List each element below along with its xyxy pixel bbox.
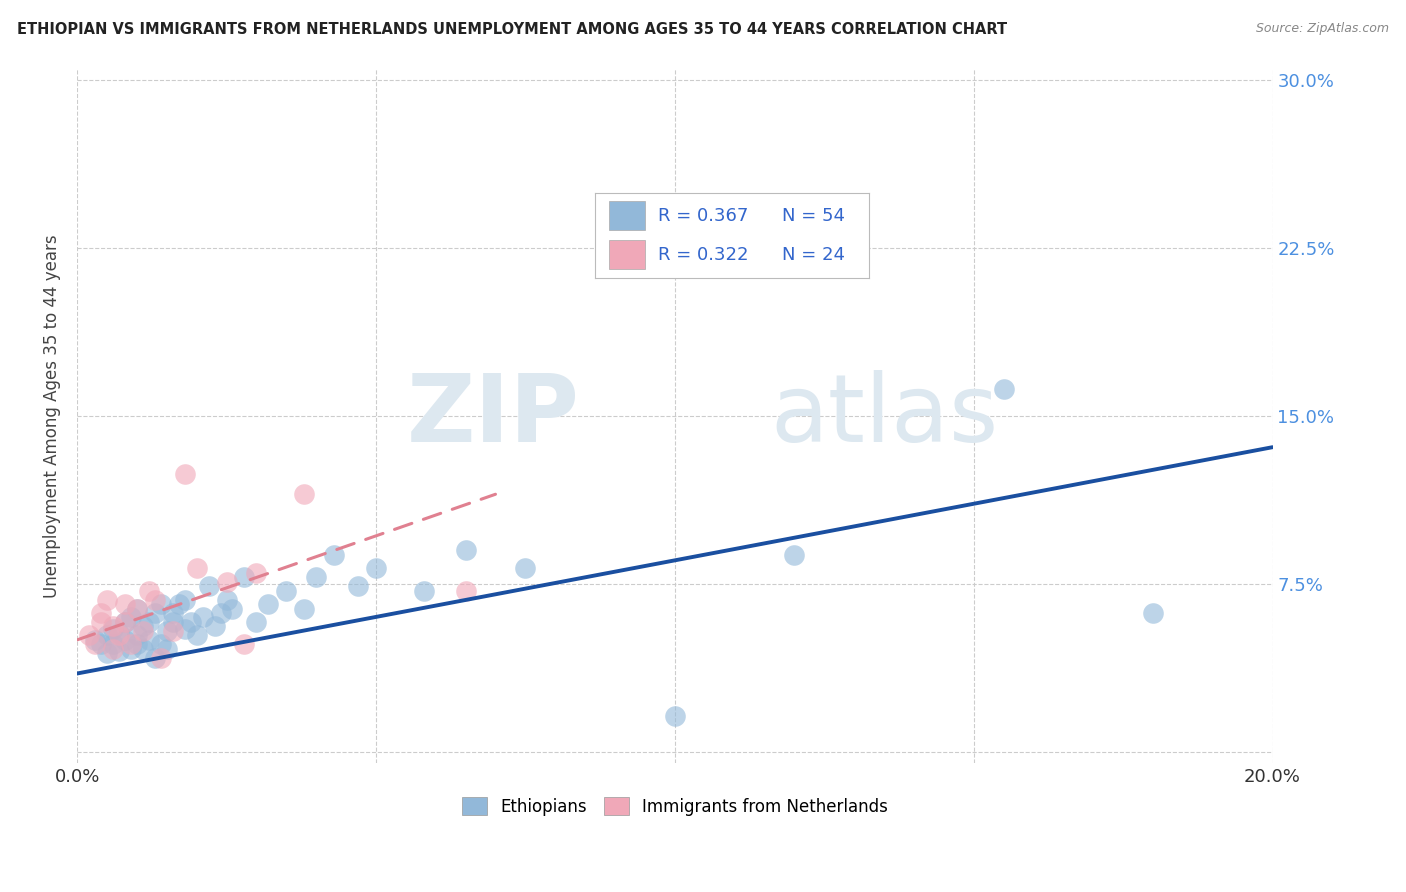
Point [454, 543, 477, 558]
Point [993, 382, 1015, 396]
Point [101, 619, 124, 633]
Point [120, 641, 142, 656]
Point [84, 632, 107, 647]
Point [347, 579, 370, 593]
Point [167, 597, 190, 611]
Point [180, 615, 202, 629]
Point [101, 622, 124, 636]
Point [156, 641, 179, 656]
Point [138, 583, 160, 598]
Text: ETHIOPIAN VS IMMIGRANTS FROM NETHERLANDS UNEMPLOYMENT AMONG AGES 35 TO 44 YEARS : ETHIOPIAN VS IMMIGRANTS FROM NETHERLANDS… [17, 22, 1007, 37]
FancyBboxPatch shape [609, 202, 644, 230]
Point [156, 624, 179, 638]
Point [96, 646, 118, 660]
Point [173, 467, 195, 481]
Text: N = 24: N = 24 [782, 246, 845, 264]
Point [221, 601, 243, 615]
Point [149, 650, 172, 665]
Legend: Ethiopians, Immigrants from Netherlands: Ethiopians, Immigrants from Netherlands [454, 789, 896, 824]
Point [364, 561, 387, 575]
Point [186, 561, 208, 575]
Point [454, 583, 477, 598]
Point [108, 644, 131, 658]
Point [108, 626, 131, 640]
Point [114, 632, 136, 647]
Point [138, 632, 160, 647]
Text: Source: ZipAtlas.com: Source: ZipAtlas.com [1256, 22, 1389, 36]
Point [120, 610, 142, 624]
Point [90, 606, 112, 620]
Point [90, 637, 112, 651]
Text: R = 0.322: R = 0.322 [658, 246, 749, 264]
Point [197, 579, 219, 593]
Point [96, 628, 118, 642]
Point [204, 619, 226, 633]
Point [305, 570, 328, 584]
Point [149, 637, 172, 651]
Point [1142, 606, 1164, 620]
Text: N = 54: N = 54 [782, 207, 845, 225]
Point [276, 583, 298, 598]
Point [233, 570, 256, 584]
Point [292, 601, 315, 615]
Point [114, 615, 136, 629]
Point [186, 628, 208, 642]
Point [108, 628, 131, 642]
Point [215, 592, 238, 607]
Point [412, 583, 434, 598]
Point [323, 548, 346, 562]
Point [143, 650, 166, 665]
Point [90, 615, 112, 629]
Point [515, 561, 537, 575]
Point [125, 601, 148, 615]
Point [162, 606, 184, 620]
Point [114, 615, 136, 629]
Point [77, 628, 100, 642]
Point [173, 592, 195, 607]
Point [783, 548, 806, 562]
Point [132, 641, 155, 656]
Point [96, 592, 118, 607]
Y-axis label: Unemployment Among Ages 35 to 44 years: Unemployment Among Ages 35 to 44 years [44, 234, 60, 598]
Point [125, 601, 148, 615]
FancyBboxPatch shape [609, 240, 644, 269]
Point [125, 637, 148, 651]
Point [120, 637, 142, 651]
Point [173, 622, 195, 636]
Point [101, 641, 124, 656]
Point [245, 566, 267, 580]
Point [132, 619, 155, 633]
Point [101, 637, 124, 651]
Point [143, 606, 166, 620]
Text: atlas: atlas [770, 370, 998, 462]
Point [138, 615, 160, 629]
Point [209, 606, 232, 620]
Text: ZIP: ZIP [406, 370, 579, 462]
Point [215, 574, 238, 589]
Point [162, 624, 184, 638]
Point [664, 709, 686, 723]
Point [143, 592, 166, 607]
Point [149, 597, 172, 611]
Point [257, 597, 280, 611]
Point [162, 615, 184, 629]
Point [233, 637, 256, 651]
Point [132, 624, 155, 638]
Point [84, 637, 107, 651]
Text: R = 0.367: R = 0.367 [658, 207, 749, 225]
Point [292, 487, 315, 501]
Point [125, 628, 148, 642]
Point [245, 615, 267, 629]
Point [114, 597, 136, 611]
Point [191, 610, 214, 624]
